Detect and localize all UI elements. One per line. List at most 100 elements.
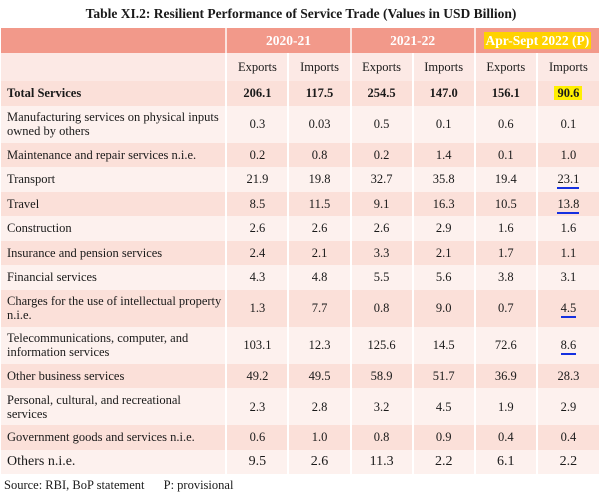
value-cell: 8.5: [225, 191, 289, 216]
row-label: Charges for the use of intellectual prop…: [1, 289, 227, 327]
value-cell: 90.6: [535, 81, 599, 106]
row-label: Total Services: [1, 81, 227, 106]
value-cell: 28.3: [535, 363, 599, 388]
value-cell: 10.5: [473, 191, 537, 216]
row-label: Transport: [1, 167, 227, 192]
value-cell: 21.9: [225, 167, 289, 192]
table-row: Other business services 49.2 49.5 58.9 51.7 3…: [1, 363, 599, 388]
value-cell: 3.1: [535, 265, 599, 290]
value-cell: 4.5: [535, 289, 599, 327]
value-cell: 35.8: [411, 167, 475, 192]
period-header: 2020-21: [225, 28, 351, 53]
value-cell: 2.9: [535, 388, 599, 425]
value-cell: 0.3: [225, 105, 289, 143]
subheader: Exports: [225, 53, 289, 81]
table-title: Table XI.2: Resilient Performance of Ser…: [85, 6, 517, 21]
value-cell: 0.7: [473, 289, 537, 327]
row-label: Other business services: [1, 363, 227, 388]
table-row: Telecommunications, computer, and inform…: [1, 326, 599, 364]
row-label: Insurance and pension services: [1, 240, 227, 265]
value-cell: 36.9: [473, 363, 537, 388]
value-cell: 125.6: [349, 326, 413, 364]
value-cell: 5.5: [349, 265, 413, 290]
subheader: Imports: [535, 53, 599, 81]
value-cell: 0.8: [349, 289, 413, 327]
value-cell: 0.2: [225, 142, 289, 167]
value-cell: 206.1: [225, 81, 289, 106]
value-cell: 23.1: [535, 167, 599, 192]
value-cell: 2.1: [287, 240, 351, 265]
table-row: Charges for the use of intellectual prop…: [1, 289, 599, 327]
value-cell: 0.4: [535, 425, 599, 450]
value-cell: 5.6: [411, 265, 475, 290]
value-cell: 4.3: [225, 265, 289, 290]
value-cell: 9.5: [225, 449, 289, 474]
subheader: Exports: [349, 53, 413, 81]
table-row: Manufacturing services on physical input…: [1, 105, 599, 143]
subheader-blank: [1, 53, 227, 81]
value-cell: 11.3: [349, 449, 413, 474]
value-cell: 1.0: [287, 425, 351, 450]
value-cell: 2.8: [287, 388, 351, 425]
service-trade-table: 2020-21 2021-22 Apr-Sept 2022 (P) Export…: [1, 28, 599, 474]
value-cell: 2.6: [287, 216, 351, 241]
value-cell: 2.2: [535, 449, 599, 474]
value-cell: 0.03: [287, 105, 351, 143]
value-cell: 9.0: [411, 289, 475, 327]
value-cell: 51.7: [411, 363, 475, 388]
period-header: Apr-Sept 2022 (P): [473, 28, 599, 53]
value-cell: 3.2: [349, 388, 413, 425]
period-header: 2021-22: [349, 28, 475, 53]
row-label: Travel: [1, 191, 227, 216]
value-cell: 2.6: [349, 216, 413, 241]
row-label: Maintenance and repair services n.i.e.: [1, 142, 227, 167]
value-cell: 1.9: [473, 388, 537, 425]
total-row: Total Services 206.1 117.5 254.5 147.0 156.1 9…: [1, 81, 599, 106]
underlined-value: 8.6: [560, 338, 577, 355]
value-cell: 14.5: [411, 326, 475, 364]
table-row: Transport 21.9 19.8 32.7 35.8 19.4 23.1: [1, 167, 599, 192]
subheader: Imports: [411, 53, 475, 81]
value-cell: 0.1: [473, 142, 537, 167]
value-cell: 49.2: [225, 363, 289, 388]
value-cell: 2.9: [411, 216, 475, 241]
value-cell: 6.1: [473, 449, 537, 474]
table-row: Government goods and services n.i.e. 0.6 1…: [1, 425, 599, 450]
value-cell: 3.8: [473, 265, 537, 290]
value-cell: 11.5: [287, 191, 351, 216]
value-cell: 117.5: [287, 81, 351, 106]
value-cell: 0.9: [411, 425, 475, 450]
period-header-row: 2020-21 2021-22 Apr-Sept 2022 (P): [1, 28, 599, 53]
value-cell: 58.9: [349, 363, 413, 388]
table-row: Maintenance and repair services n.i.e. 0.…: [1, 142, 599, 167]
header-blank: [1, 28, 227, 53]
value-cell: 1.6: [473, 216, 537, 241]
value-cell: 0.5: [349, 105, 413, 143]
row-label: Financial services: [1, 265, 227, 290]
value-cell: 2.4: [225, 240, 289, 265]
value-cell: 0.6: [473, 105, 537, 143]
value-cell: 12.3: [287, 326, 351, 364]
value-cell: 9.1: [349, 191, 413, 216]
value-cell: 2.6: [287, 449, 351, 474]
value-cell: 0.6: [225, 425, 289, 450]
highlighted-period: Apr-Sept 2022 (P): [483, 31, 592, 49]
row-label: Government goods and services n.i.e.: [1, 425, 227, 450]
value-cell: 0.4: [473, 425, 537, 450]
table-row: Financial services 4.3 4.8 5.5 5.6 3.8 3.1: [1, 265, 599, 290]
row-label: Personal, cultural, and recreational ser…: [1, 388, 227, 425]
value-cell: 2.6: [225, 216, 289, 241]
value-cell: 13.8: [535, 191, 599, 216]
value-cell: 1.6: [535, 216, 599, 241]
value-cell: 19.4: [473, 167, 537, 192]
value-cell: 16.3: [411, 191, 475, 216]
table-row: Construction 2.6 2.6 2.6 2.9 1.6 1.6: [1, 216, 599, 241]
value-cell: 103.1: [225, 326, 289, 364]
row-label: Others n.i.e.: [1, 449, 227, 474]
value-cell: 4.5: [411, 388, 475, 425]
value-cell: 8.6: [535, 326, 599, 364]
value-cell: 0.8: [287, 142, 351, 167]
value-cell: 7.7: [287, 289, 351, 327]
value-cell: 1.0: [535, 142, 599, 167]
row-label: Telecommunications, computer, and inform…: [1, 326, 227, 364]
